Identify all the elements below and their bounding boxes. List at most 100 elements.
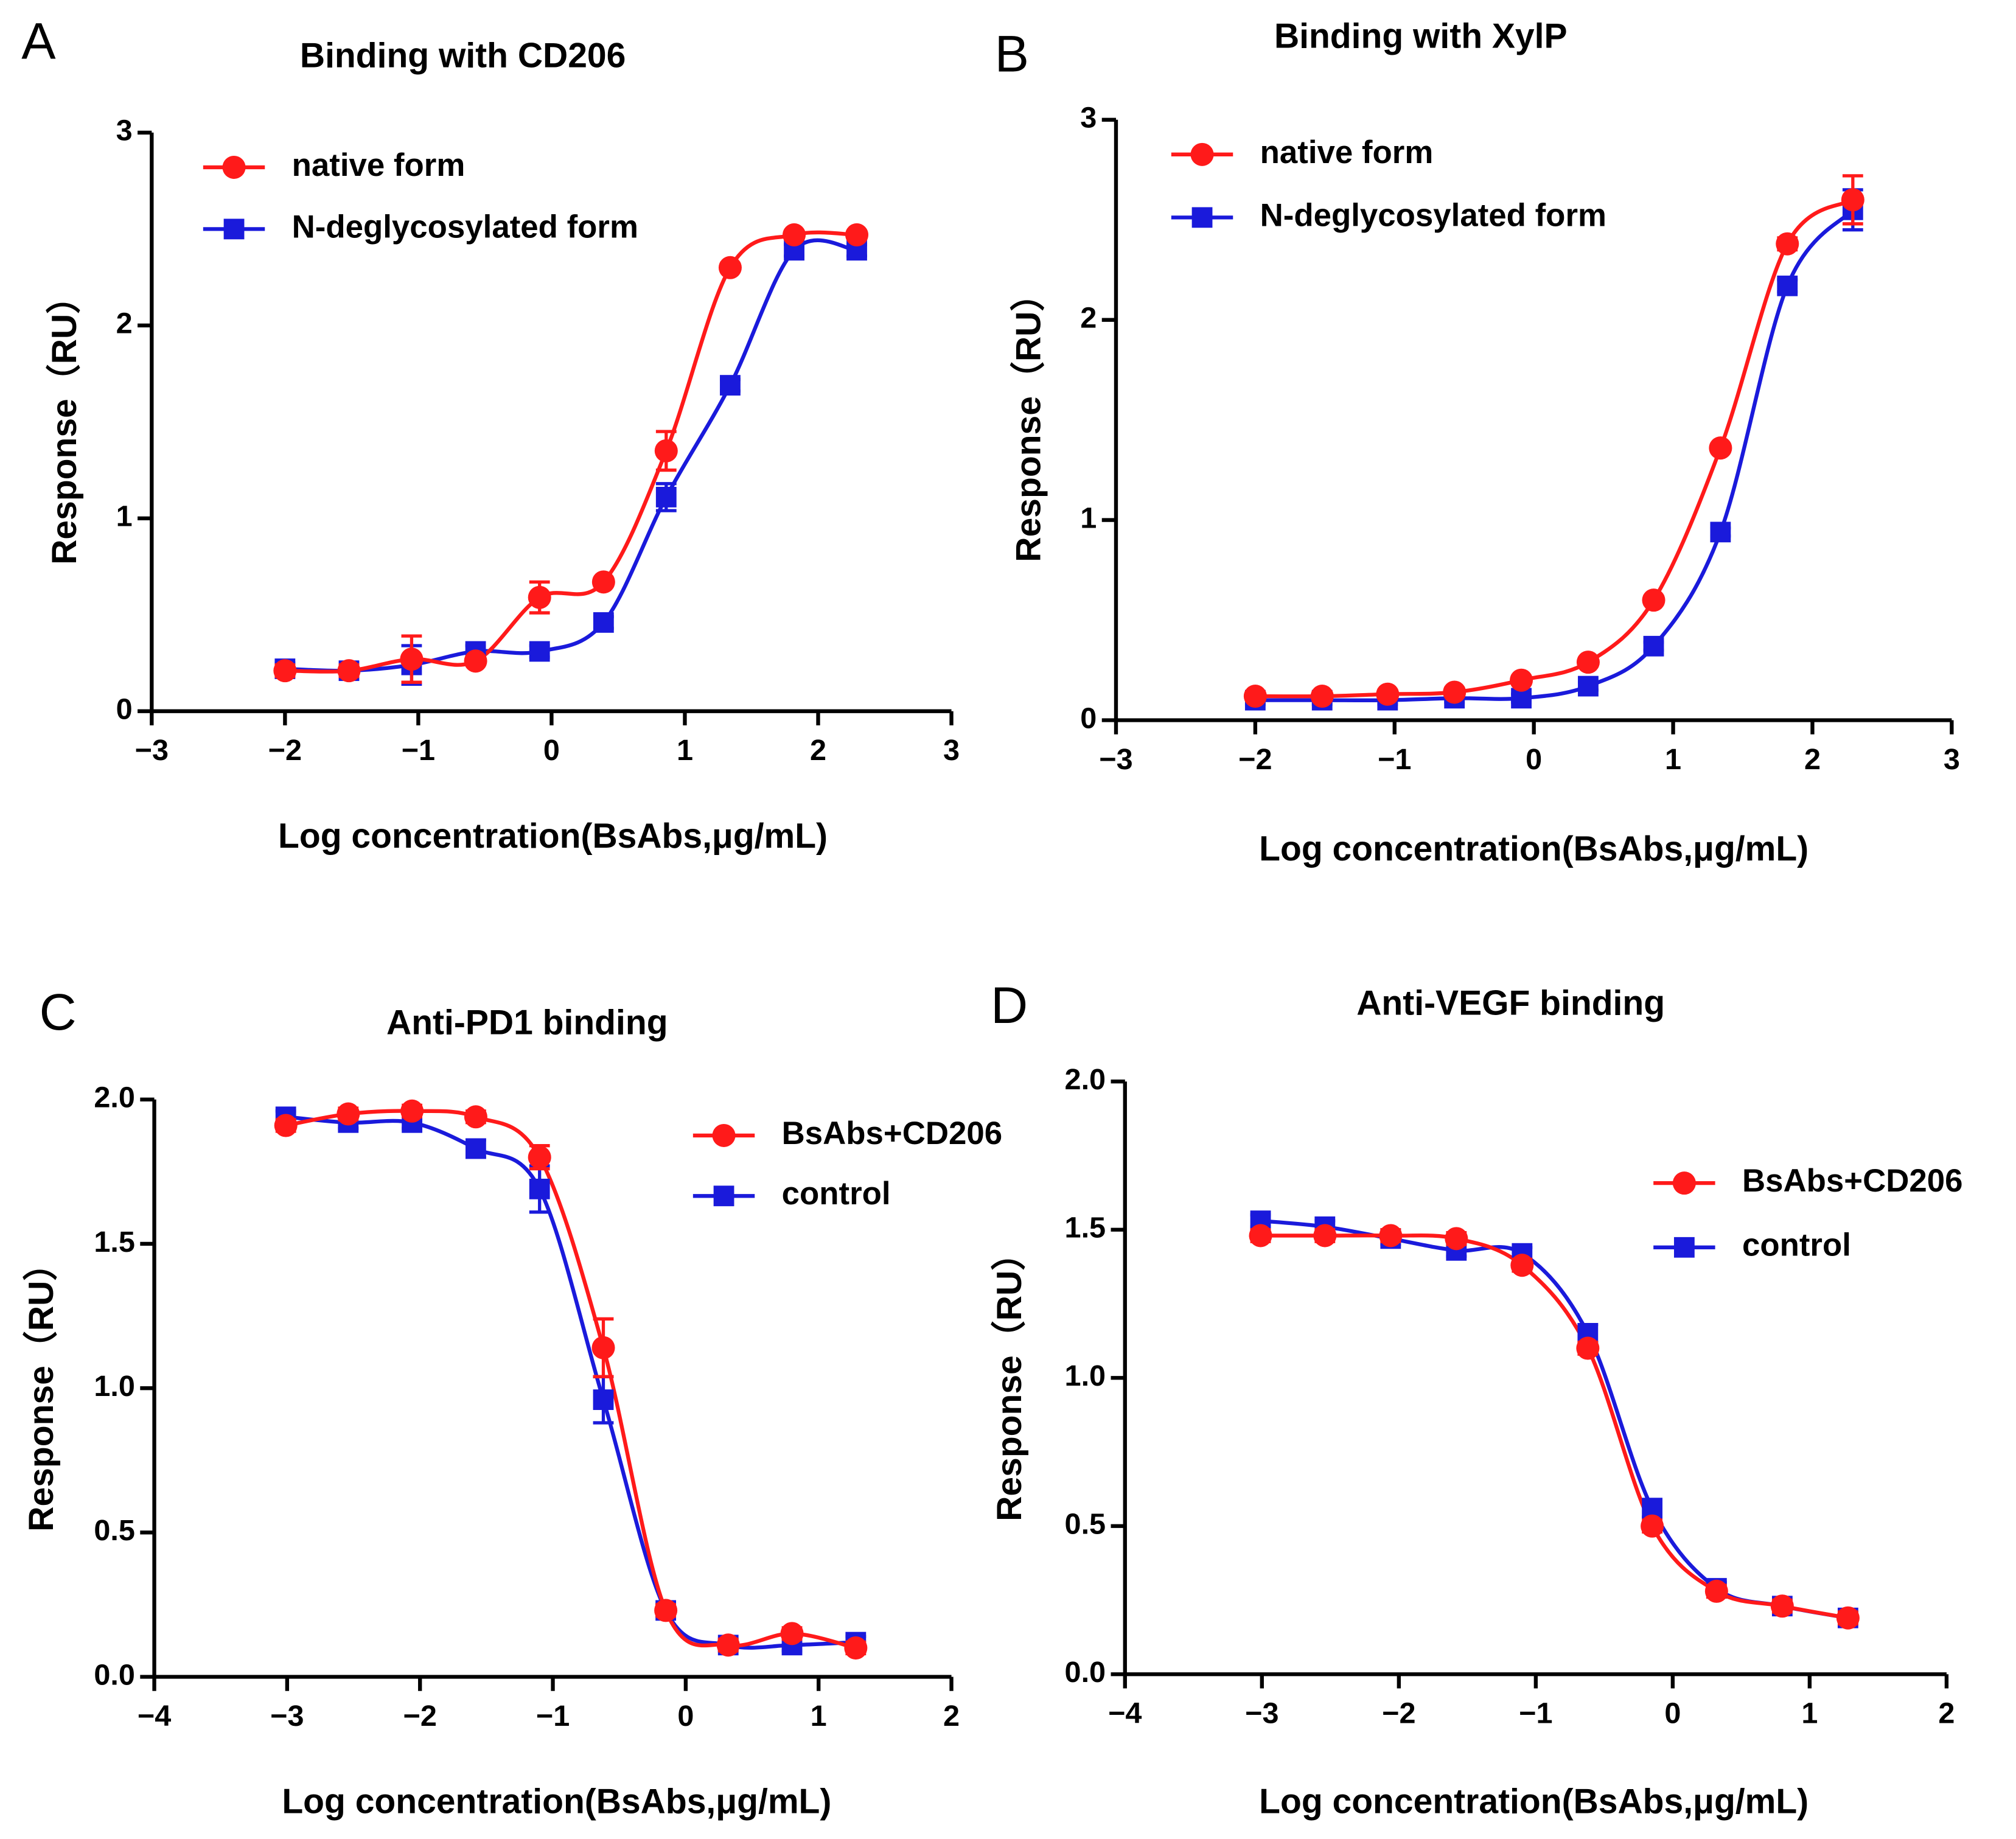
- x-tick-label: 2: [1938, 1697, 1955, 1730]
- data-point: [1243, 685, 1267, 708]
- y-tick-label: 0.0: [94, 1658, 135, 1691]
- legend-label: N-deglycosylated form: [1260, 197, 1606, 233]
- data-point: [1576, 1336, 1600, 1360]
- x-axis-label: Log concentration(BsAbs,μg/mL): [1259, 1782, 1808, 1821]
- data-point: [1641, 1514, 1664, 1538]
- legend-marker: [223, 218, 245, 240]
- x-tick-label: 1: [811, 1700, 827, 1733]
- y-tick-label: 1: [1080, 501, 1097, 534]
- data-point: [337, 1102, 360, 1126]
- fit-curve: [1260, 1233, 1849, 1620]
- data-point: [1643, 635, 1664, 657]
- x-tick-label: −1: [1519, 1697, 1552, 1730]
- panel: D Anti-VEGF binding Log concentration(BsAb…: [990, 976, 1963, 1821]
- y-tick-label: 2.0: [1065, 1063, 1106, 1096]
- y-tick-label: 0: [1080, 702, 1097, 735]
- y-axis-label: Response（RU）: [1010, 277, 1048, 562]
- data-point: [528, 1145, 551, 1169]
- y-tick-label: 1: [116, 500, 133, 533]
- data-point: [1379, 1224, 1403, 1248]
- legend-marker: [1190, 142, 1214, 166]
- data-point: [274, 1114, 298, 1137]
- data-point: [716, 1633, 740, 1657]
- data-point: [1313, 1224, 1337, 1248]
- legend-label: native form: [292, 147, 466, 183]
- x-tick-label: 0: [543, 734, 560, 767]
- legend-marker: [1673, 1237, 1695, 1258]
- x-axis-label: Log concentration(BsAbs,μg/mL): [278, 817, 828, 856]
- data-point: [591, 1336, 615, 1359]
- fit-curve: [285, 230, 857, 674]
- data-point: [780, 1622, 804, 1645]
- x-tick-label: 1: [1801, 1697, 1818, 1730]
- data-point: [464, 1105, 487, 1129]
- legend-label: BsAbs+CD206: [1742, 1163, 1963, 1199]
- data-point: [529, 641, 550, 662]
- data-point: [1376, 682, 1400, 706]
- x-tick-label: −3: [270, 1700, 304, 1733]
- data-point: [718, 256, 742, 279]
- legend-marker: [713, 1185, 734, 1207]
- y-tick-label: 1.5: [1065, 1212, 1106, 1244]
- legend-label: N-deglycosylated form: [292, 209, 638, 245]
- legend-label: control: [782, 1176, 891, 1212]
- data-point: [337, 659, 361, 683]
- data-point: [466, 1138, 486, 1159]
- data-point: [1578, 675, 1599, 697]
- data-point: [591, 570, 615, 594]
- x-tick-label: −3: [135, 734, 169, 767]
- fit-curve: [285, 238, 857, 673]
- fit-curve: [1255, 208, 1855, 703]
- x-tick-label: −4: [1108, 1697, 1142, 1730]
- data-point: [654, 439, 678, 462]
- legend-marker: [1672, 1171, 1696, 1195]
- y-tick-label: 1.0: [1065, 1359, 1106, 1392]
- x-tick-label: −2: [1382, 1697, 1415, 1730]
- x-tick-label: −2: [403, 1700, 437, 1733]
- data-point: [528, 585, 551, 609]
- data-point: [1445, 1227, 1468, 1251]
- panel: C Anti-PD1 binding Log concentration(BsAbs…: [22, 983, 1002, 1821]
- y-axis-label: Response（RU）: [22, 1246, 61, 1532]
- y-tick-label: 2: [116, 307, 133, 340]
- data-point: [783, 223, 806, 246]
- legend-label: BsAbs+CD206: [782, 1115, 1003, 1151]
- data-point: [1776, 232, 1799, 256]
- data-point: [273, 659, 297, 683]
- panel-letter: B: [995, 25, 1029, 83]
- data-point: [464, 649, 487, 673]
- x-tick-label: 3: [1944, 743, 1960, 776]
- chart-title: Binding with XylP: [1274, 17, 1568, 56]
- data-point: [1642, 588, 1665, 612]
- panel-letter: C: [40, 983, 77, 1041]
- x-tick-label: 0: [1526, 743, 1542, 776]
- x-tick-label: 3: [943, 734, 960, 767]
- data-point: [1836, 1606, 1860, 1630]
- x-tick-label: 0: [677, 1700, 694, 1733]
- x-tick-label: 1: [677, 734, 693, 767]
- panel: B Binding with XylP Log concentration(BsAb…: [995, 17, 1960, 868]
- x-tick-label: −2: [268, 734, 302, 767]
- fit-curve: [1255, 198, 1854, 699]
- chart-title: Anti-VEGF binding: [1356, 984, 1665, 1023]
- data-point: [400, 647, 424, 671]
- x-axis-label: Log concentration(BsAbs,μg/mL): [282, 1782, 831, 1821]
- data-point: [1770, 1594, 1794, 1618]
- x-tick-label: 1: [1665, 743, 1681, 776]
- x-tick-label: 2: [810, 734, 826, 767]
- data-point: [1510, 668, 1533, 692]
- x-tick-label: −1: [402, 734, 435, 767]
- fit-curve: [1260, 1218, 1849, 1620]
- data-point: [593, 612, 614, 633]
- y-tick-label: 1.5: [94, 1226, 135, 1258]
- panel-letter: A: [21, 12, 56, 70]
- data-point: [1710, 522, 1731, 543]
- y-tick-label: 3: [1080, 102, 1097, 134]
- panel-letter: D: [991, 976, 1028, 1034]
- data-point: [593, 1389, 614, 1411]
- legend-label: native form: [1260, 134, 1434, 170]
- x-tick-label: −1: [536, 1700, 570, 1733]
- x-tick-label: −4: [138, 1700, 171, 1733]
- legend-marker: [222, 155, 246, 179]
